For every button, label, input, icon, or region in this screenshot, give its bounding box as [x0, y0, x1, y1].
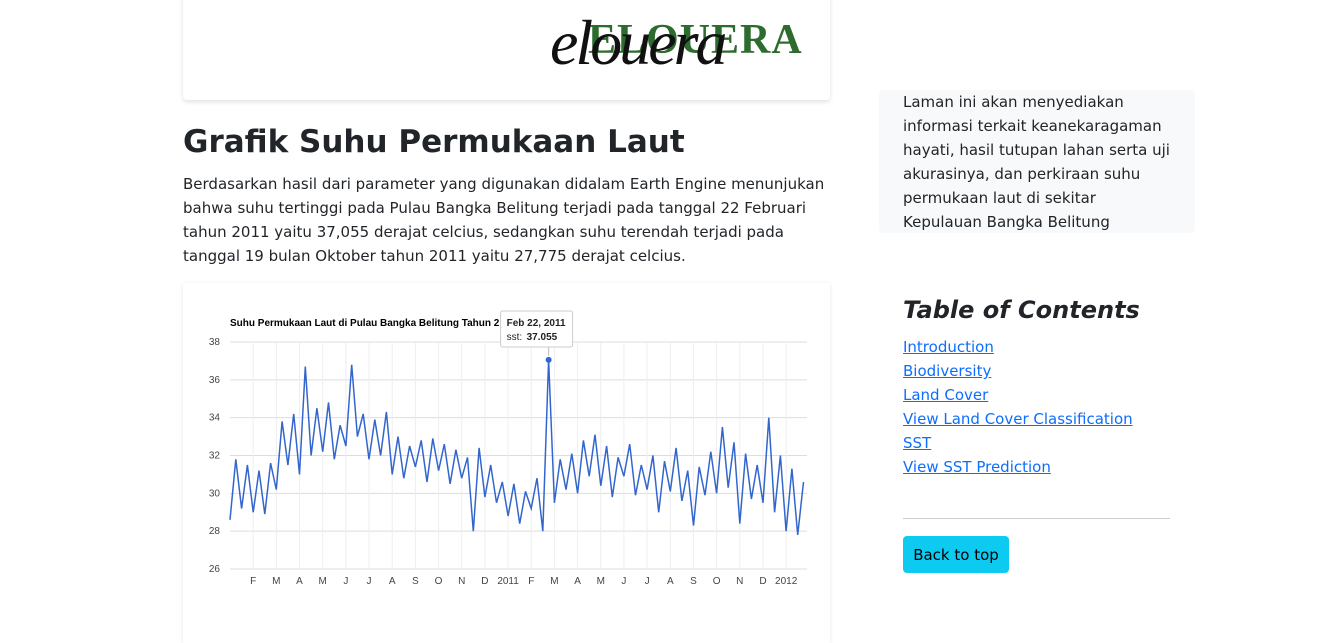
toc-link[interactable]: View Land Cover Classification	[903, 410, 1133, 428]
x-tick-label: S	[412, 576, 419, 587]
divider	[903, 518, 1170, 519]
toc-item: View Land Cover Classification	[903, 407, 1133, 431]
toc-link[interactable]: SST	[903, 434, 932, 452]
x-tick-label: O	[713, 576, 721, 587]
tooltip-label: Feb 22, 2011	[507, 318, 566, 329]
x-tick-label: J	[645, 576, 650, 587]
x-tick-label: F	[528, 576, 534, 587]
x-tick-label: J	[367, 576, 372, 587]
tooltip-value: 37.055	[527, 332, 558, 343]
y-tick-label: 34	[209, 413, 221, 424]
x-tick-label: 2011	[497, 576, 519, 587]
x-tick-label: M	[319, 576, 327, 587]
chart-title: Suhu Permukaan Laut di Pulau Bangka Beli…	[230, 318, 500, 329]
heading: Grafik Suhu Permukaan Laut	[183, 124, 685, 160]
chart-card: Suhu Permukaan Laut di Pulau Bangka Beli…	[183, 283, 830, 643]
x-tick-label: O	[435, 576, 443, 587]
x-tick-label: 2012	[775, 576, 798, 587]
y-tick-label: 36	[209, 375, 221, 386]
about-box: Laman ini akan menyediakan informasi ter…	[879, 90, 1195, 233]
x-tick-label: D	[759, 576, 766, 587]
x-tick-label: M	[597, 576, 605, 587]
x-tick-label: N	[736, 576, 743, 587]
x-tick-label: M	[550, 576, 558, 587]
y-tick-label: 26	[209, 564, 221, 575]
x-tick-label: A	[296, 576, 303, 587]
chart: Suhu Permukaan Laut di Pulau Bangka Beli…	[209, 310, 807, 587]
toc-item: View SST Prediction	[903, 455, 1133, 479]
y-tick-label: 38	[209, 337, 221, 348]
logo-text: ELOUERA	[588, 17, 803, 63]
toc-link[interactable]: Biodiversity	[903, 362, 992, 380]
x-tick-label: J	[621, 576, 626, 587]
toc-item: Introduction	[903, 335, 1133, 359]
y-tick-label: 28	[209, 526, 221, 537]
paragraph: Berdasarkan hasil dari parameter yang di…	[183, 175, 825, 265]
toc-list: Introduction Biodiversity Land Cover View L…	[903, 335, 1133, 479]
page: Elouera {"header": {"logo_text": "ELOUER…	[0, 0, 1339, 587]
toc-link[interactable]: View SST Prediction	[903, 458, 1051, 476]
toc-item: Biodiversity	[903, 359, 1133, 383]
x-tick-label: A	[667, 576, 674, 587]
toc-item: SST	[903, 431, 1133, 455]
tooltip-name: sst:	[507, 332, 523, 343]
x-tick-label: F	[250, 576, 256, 587]
x-tick-label: S	[690, 576, 697, 587]
toc-item: Land Cover	[903, 383, 1133, 407]
x-tick-label: A	[574, 576, 581, 587]
about-text: Laman ini akan menyediakan informasi ter…	[903, 93, 1170, 231]
highlight-point	[545, 356, 552, 363]
x-tick-label: D	[481, 576, 488, 587]
logo[interactable]: ELOUERA elouera	[0, 0, 1339, 80]
back-to-top[interactable]: Back to top	[903, 536, 1009, 573]
x-tick-label: N	[458, 576, 465, 587]
data-line	[229, 359, 805, 535]
y-tick-label: 30	[209, 488, 221, 499]
y-tick-label: 32	[209, 451, 221, 462]
top-card	[183, 0, 830, 100]
toc-link[interactable]: Land Cover	[903, 386, 989, 404]
x-tick-label: M	[272, 576, 280, 587]
toc-title: Table of Contents	[903, 296, 1140, 324]
page-body: ELOUERA elouera Grafik Suhu Permukaan La…	[0, 0, 1339, 587]
x-tick-label: J	[343, 576, 348, 587]
x-tick-label: A	[389, 576, 396, 587]
logo-script: elouera	[550, 7, 727, 78]
toc-link[interactable]: Introduction	[903, 338, 994, 356]
tooltip-box	[500, 310, 574, 348]
